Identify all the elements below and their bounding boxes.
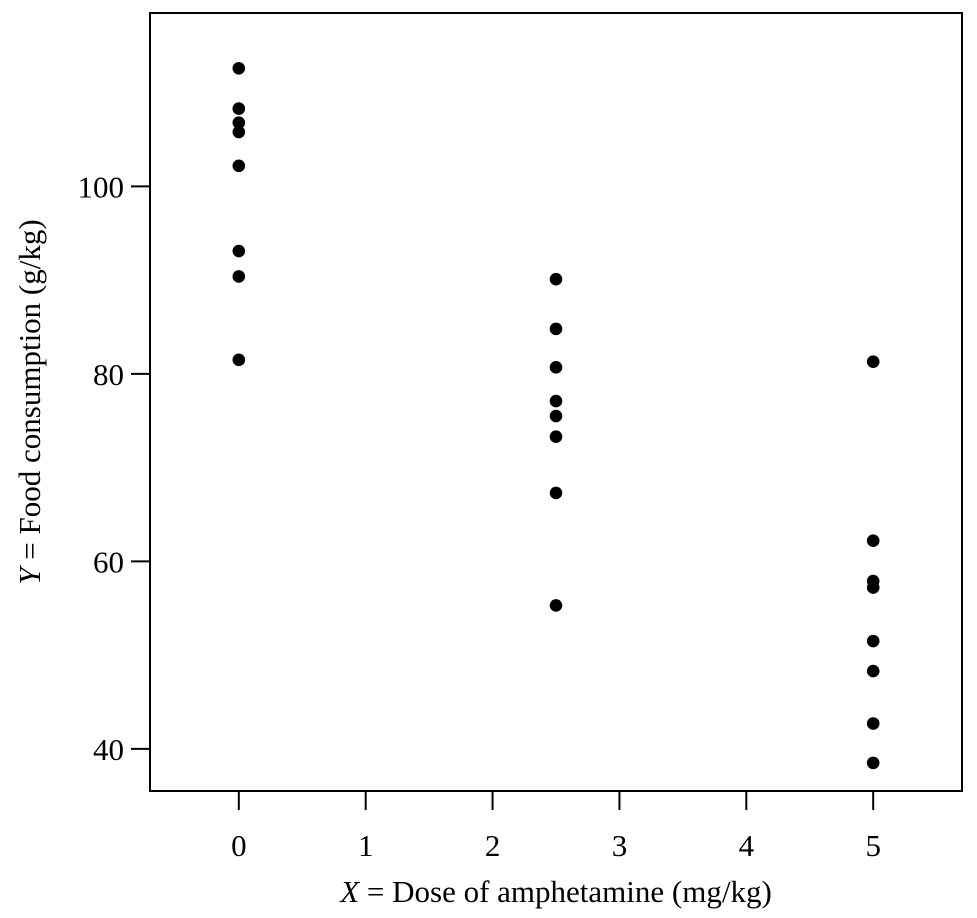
data-point [232, 353, 246, 367]
data-point [232, 102, 246, 115]
y-axis-description: Food consumption (g/kg) [12, 219, 47, 534]
x-axis-ticks: 0 1 2 3 4 5 [231, 791, 881, 863]
y-axis-title: Y = Food consumption (g/kg) [12, 219, 47, 584]
data-point [549, 361, 563, 374]
x-tick-label: 4 [739, 828, 755, 863]
x-tick-label: 1 [358, 828, 374, 863]
data-point [866, 664, 880, 678]
data-point [866, 756, 880, 770]
x-tick-label: 0 [231, 828, 247, 863]
y-tick-label: 100 [78, 169, 125, 204]
data-point [549, 430, 563, 443]
data-point [866, 634, 880, 648]
y-tick-label: 80 [93, 357, 124, 392]
x-axis-title: X = Dose of amphetamine (mg/kg) [338, 874, 772, 909]
data-point [232, 116, 246, 129]
data-point [866, 717, 880, 730]
data-point [549, 322, 563, 336]
data-point [232, 244, 246, 258]
x-tick-label: 5 [865, 828, 881, 863]
y-tick-label: 40 [93, 732, 124, 767]
data-point [866, 355, 880, 368]
y-axis-equals: = [12, 534, 47, 567]
data-point [232, 270, 246, 283]
y-axis-ticks: 40 60 80 100 [78, 169, 150, 767]
x-tick-label: 2 [485, 828, 501, 863]
plot-frame [149, 12, 963, 792]
data-point [549, 272, 563, 286]
x-tick-label: 3 [612, 828, 628, 863]
data-point [866, 534, 880, 548]
y-tick-label: 60 [93, 544, 124, 579]
data-point [232, 159, 246, 173]
x-axis-variable: X [338, 874, 360, 909]
x-axis-description: Dose of amphetamine (mg/kg) [392, 874, 772, 909]
data-point [549, 394, 563, 408]
data-point [549, 409, 563, 423]
data-point [549, 486, 563, 500]
data-point [232, 62, 246, 75]
y-axis-variable: Y [12, 565, 47, 585]
data-points [232, 62, 880, 770]
data-point [549, 599, 563, 612]
x-axis-equals: = [359, 874, 392, 909]
data-point [232, 125, 246, 139]
data-point [866, 581, 880, 594]
